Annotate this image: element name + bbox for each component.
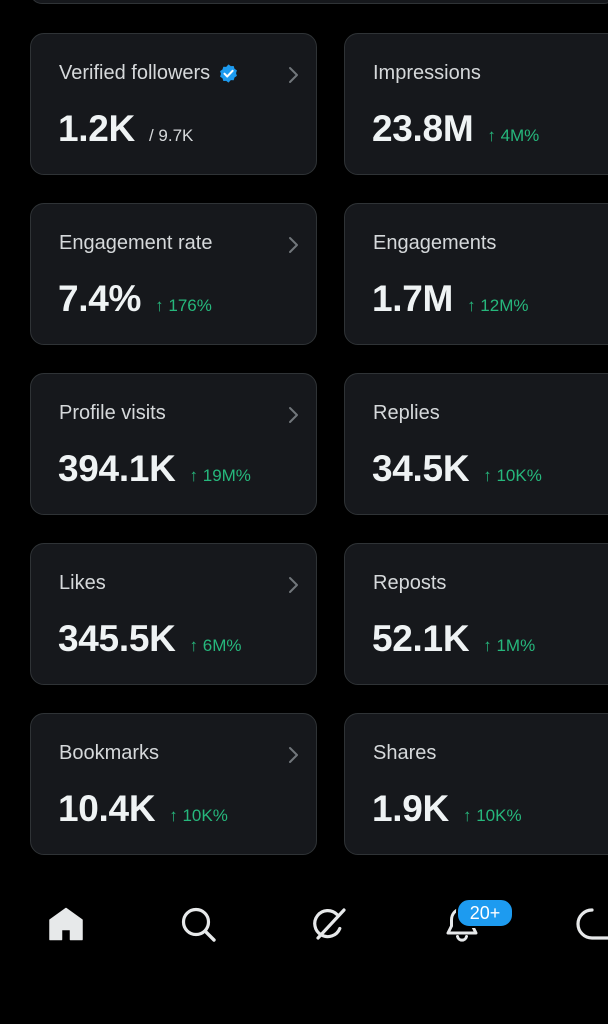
stat-card-shares[interactable]: Shares 1.9K ↑ 10K% <box>344 713 608 855</box>
card-value-row: 1.7M ↑ 12M% <box>372 278 528 320</box>
card-delta: ↑ 6M% <box>189 636 242 655</box>
chevron-right-icon <box>289 577 298 593</box>
card-delta: ↑ 12M% <box>467 296 529 315</box>
stat-card-impressions[interactable]: Impressions 23.8M ↑ 4M% <box>344 33 608 175</box>
stat-card-reposts[interactable]: Reposts 52.1K ↑ 1M% <box>344 543 608 685</box>
card-value-row: 1.9K ↑ 10K% <box>372 788 522 830</box>
card-label: Replies <box>373 402 440 424</box>
stat-card-profile-visits[interactable]: Profile visits 394.1K ↑ 19M% <box>30 373 317 515</box>
card-delta: ↑ 10K% <box>462 806 522 825</box>
card-value: 52.1K <box>372 618 470 659</box>
stat-card-engagement-rate[interactable]: Engagement rate 7.4% ↑ 176% <box>30 203 317 345</box>
card-label: Profile visits <box>59 402 166 424</box>
card-value-row: 52.1K ↑ 1M% <box>372 618 535 660</box>
card-value: 394.1K <box>58 448 176 489</box>
card-delta: ↑ 19M% <box>189 466 251 485</box>
bottom-nav-bar <box>0 880 608 970</box>
card-delta: ↑ 10K% <box>169 806 228 825</box>
card-label-wrap: Verified followers <box>59 62 239 85</box>
card-label: Likes <box>59 572 106 594</box>
home-icon[interactable] <box>46 904 86 944</box>
card-value-row: 1.2K / 9.7K <box>58 108 193 150</box>
card-value: 1.2K <box>58 108 135 149</box>
previous-card-edge <box>30 0 608 4</box>
stat-card-verified-followers[interactable]: Verified followers 1.2K / 9.7K <box>30 33 317 175</box>
chevron-right-icon <box>289 407 298 423</box>
card-total: / 9.7K <box>148 126 194 145</box>
search-icon[interactable] <box>178 904 218 944</box>
card-value-row: 34.5K ↑ 10K% <box>372 448 542 490</box>
verified-badge-icon <box>220 64 238 83</box>
grok-icon[interactable] <box>310 904 350 944</box>
chevron-right-icon <box>289 237 298 253</box>
card-label: Impressions <box>373 62 481 84</box>
card-label: Engagement rate <box>59 232 213 254</box>
card-delta: ↑ 176% <box>155 296 212 315</box>
card-value: 345.5K <box>58 618 176 659</box>
stat-card-engagements[interactable]: Engagements 1.7M ↑ 12M% <box>344 203 608 345</box>
card-value-row: 394.1K ↑ 19M% <box>58 448 251 490</box>
card-label: Reposts <box>373 572 447 594</box>
card-label: Verified followers <box>59 62 211 84</box>
card-label: Engagements <box>373 232 497 254</box>
card-label: Shares <box>373 742 437 764</box>
stat-card-bookmarks[interactable]: Bookmarks 10.4K ↑ 10K% <box>30 713 317 855</box>
card-delta: ↑ 4M% <box>487 126 540 145</box>
card-delta: ↑ 1M% <box>483 636 536 655</box>
notification-count-badge: 20+ <box>456 898 514 928</box>
card-value-row: 345.5K ↑ 6M% <box>58 618 241 660</box>
chevron-right-icon <box>289 747 298 763</box>
card-delta: ↑ 10K% <box>483 466 542 485</box>
card-label: Bookmarks <box>59 742 160 764</box>
card-value: 1.9K <box>372 788 449 829</box>
card-value-row: 7.4% ↑ 176% <box>58 278 212 320</box>
card-value: 1.7M <box>372 278 454 319</box>
card-value: 23.8M <box>372 108 474 149</box>
card-value: 10.4K <box>58 788 156 829</box>
card-value: 7.4% <box>58 278 142 319</box>
stat-card-replies[interactable]: Replies 34.5K ↑ 10K% <box>344 373 608 515</box>
card-value-row: 10.4K ↑ 10K% <box>58 788 228 830</box>
card-value-row: 23.8M ↑ 4M% <box>372 108 539 150</box>
stat-card-likes[interactable]: Likes 345.5K ↑ 6M% <box>30 543 317 685</box>
chevron-right-icon <box>289 67 298 83</box>
card-value: 34.5K <box>372 448 470 489</box>
messages-icon[interactable] <box>574 904 608 944</box>
